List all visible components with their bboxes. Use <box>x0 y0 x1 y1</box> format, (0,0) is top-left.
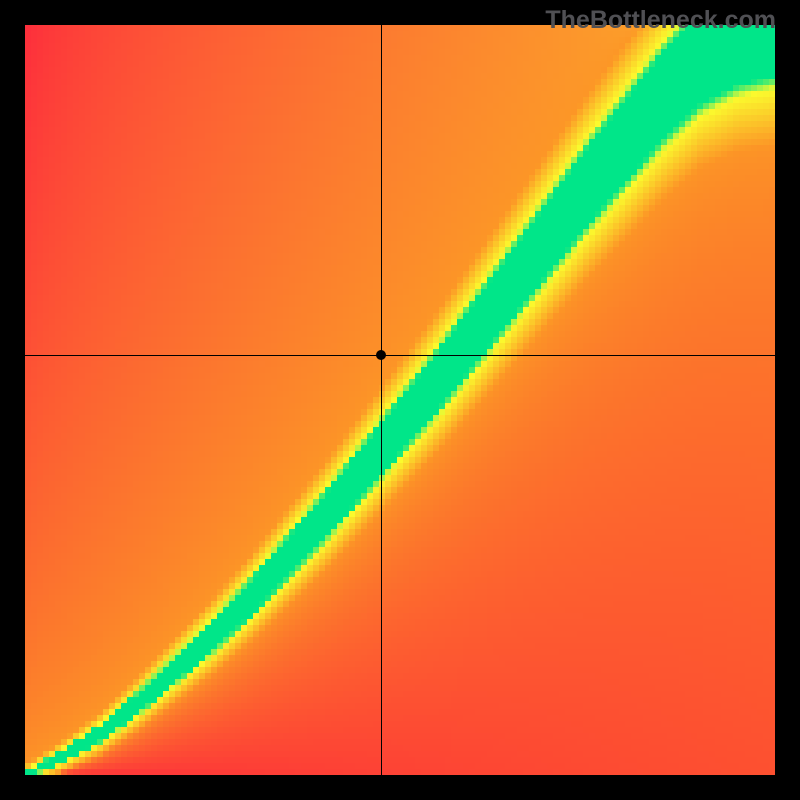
bottleneck-heatmap <box>25 25 775 775</box>
watermark-text: TheBottleneck.com <box>545 6 776 35</box>
crosshair-vertical <box>381 25 382 775</box>
crosshair-horizontal <box>25 355 775 356</box>
chart-container: TheBottleneck.com <box>0 0 800 800</box>
